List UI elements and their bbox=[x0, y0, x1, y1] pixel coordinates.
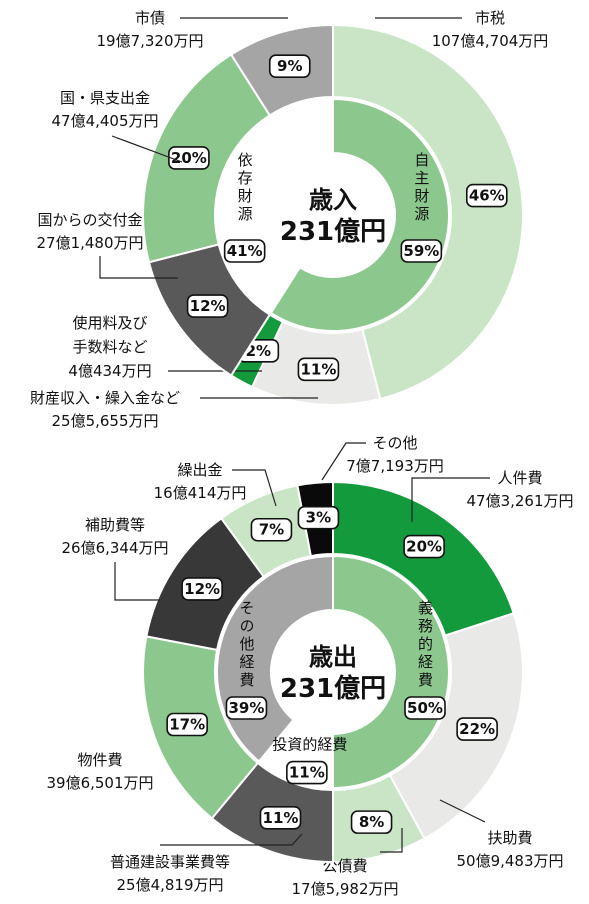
amount-label: 17億5,982万円 bbox=[291, 880, 398, 898]
amount-label: 39億6,501万円 bbox=[46, 774, 153, 792]
percent-box bbox=[223, 239, 266, 263]
leader-line bbox=[439, 799, 486, 823]
amount-label: 25億4,819万円 bbox=[116, 876, 223, 894]
percent-box bbox=[297, 357, 340, 382]
percent-label: 50% bbox=[407, 699, 443, 717]
percent-label: 46% bbox=[469, 187, 505, 205]
amount-label: 50億9,483万円 bbox=[456, 852, 563, 870]
category-label: 国からの交付金 bbox=[37, 211, 142, 229]
category-label: 国・県支出金 bbox=[60, 89, 150, 107]
category-label: 市債 bbox=[135, 9, 165, 27]
percent-box bbox=[259, 806, 302, 830]
inner-slice bbox=[269, 97, 450, 332]
amount-label: 25億5,655万円 bbox=[51, 412, 158, 430]
percent-label: 11% bbox=[263, 809, 299, 827]
center-total: 231億円 bbox=[280, 217, 386, 247]
category-label: 手数料など bbox=[72, 338, 147, 356]
center-hole bbox=[271, 610, 395, 734]
center-hole bbox=[271, 153, 395, 277]
percent-box bbox=[456, 717, 498, 741]
category-label: 物件費 bbox=[77, 751, 122, 769]
amount-label: 47億4,405万円 bbox=[51, 112, 158, 130]
leader-line bbox=[160, 833, 303, 846]
category-label: 財産収入・繰入金など bbox=[30, 389, 180, 407]
percent-box bbox=[297, 505, 340, 530]
percent-label: 12% bbox=[190, 297, 226, 315]
amount-label: 7億7,193万円 bbox=[346, 457, 444, 475]
amount-label: 16億414万円 bbox=[154, 484, 247, 502]
percent-label: 20% bbox=[406, 538, 442, 556]
percent-box bbox=[268, 54, 311, 78]
outer-slice bbox=[332, 23, 524, 401]
percent-label: 9% bbox=[277, 57, 302, 75]
category-label: 補助費等 bbox=[85, 516, 145, 534]
leader-line bbox=[99, 256, 178, 279]
percent-box bbox=[403, 534, 445, 559]
leader-line bbox=[380, 828, 403, 853]
center-title: 歳出 bbox=[309, 643, 357, 671]
percent-box bbox=[225, 696, 268, 720]
category-label: 市税 bbox=[475, 9, 505, 27]
inner-category-label: 依存財源 bbox=[236, 152, 254, 224]
percent-box bbox=[186, 294, 229, 318]
percent-box bbox=[286, 760, 328, 785]
percent-label: 11% bbox=[300, 360, 336, 378]
percent-label: 59% bbox=[403, 242, 439, 260]
inner-category-label: 義務的経費 bbox=[416, 600, 434, 690]
percent-box bbox=[350, 810, 393, 834]
percent-label: 3% bbox=[306, 509, 331, 527]
inner-category-label: 投資的経費 bbox=[272, 736, 347, 754]
category-label: 扶助費 bbox=[487, 829, 532, 847]
percent-label: 41% bbox=[227, 242, 263, 260]
percent-box bbox=[404, 696, 446, 720]
amount-label: 107億4,704万円 bbox=[432, 32, 549, 50]
category-label: 繰出金 bbox=[177, 461, 222, 479]
percent-box bbox=[166, 712, 208, 737]
category-label: 人件費 bbox=[497, 469, 542, 487]
leader-line bbox=[114, 562, 160, 601]
category-label: 使用料及び bbox=[72, 314, 147, 332]
category-label: 普通建設事業費等 bbox=[110, 853, 230, 871]
percent-label: 12% bbox=[184, 580, 220, 598]
leader-line bbox=[411, 477, 490, 522]
percent-box bbox=[250, 517, 293, 542]
percent-label: 22% bbox=[459, 720, 495, 738]
center-title: 歳入 bbox=[309, 186, 357, 214]
percent-box bbox=[168, 146, 210, 170]
percent-label: 8% bbox=[359, 813, 384, 831]
percent-label: 39% bbox=[228, 699, 264, 717]
leader-line bbox=[232, 469, 277, 507]
leader-line bbox=[111, 135, 183, 163]
percent-box bbox=[181, 577, 223, 601]
percent-label: 11% bbox=[289, 764, 325, 782]
amount-label: 26億6,344万円 bbox=[61, 539, 168, 557]
percent-box bbox=[400, 239, 443, 263]
inner-category-label: その他経費 bbox=[237, 600, 255, 690]
percent-label: 20% bbox=[171, 149, 207, 167]
percent-box bbox=[465, 183, 508, 208]
percent-label: 7% bbox=[259, 521, 284, 539]
amount-label: 47億3,261万円 bbox=[466, 492, 573, 510]
category-label: その他 bbox=[372, 434, 417, 452]
amount-label: 27億1,480万円 bbox=[36, 234, 143, 252]
percent-label: 17% bbox=[169, 716, 205, 734]
leader-line bbox=[321, 442, 366, 481]
percent-label: 2% bbox=[246, 342, 271, 360]
inner-category-label: 自主財源 bbox=[412, 152, 430, 224]
amount-label: 19億7,320万円 bbox=[96, 32, 203, 50]
amount-label: 4億434万円 bbox=[68, 362, 151, 380]
center-total: 231億円 bbox=[280, 674, 386, 704]
